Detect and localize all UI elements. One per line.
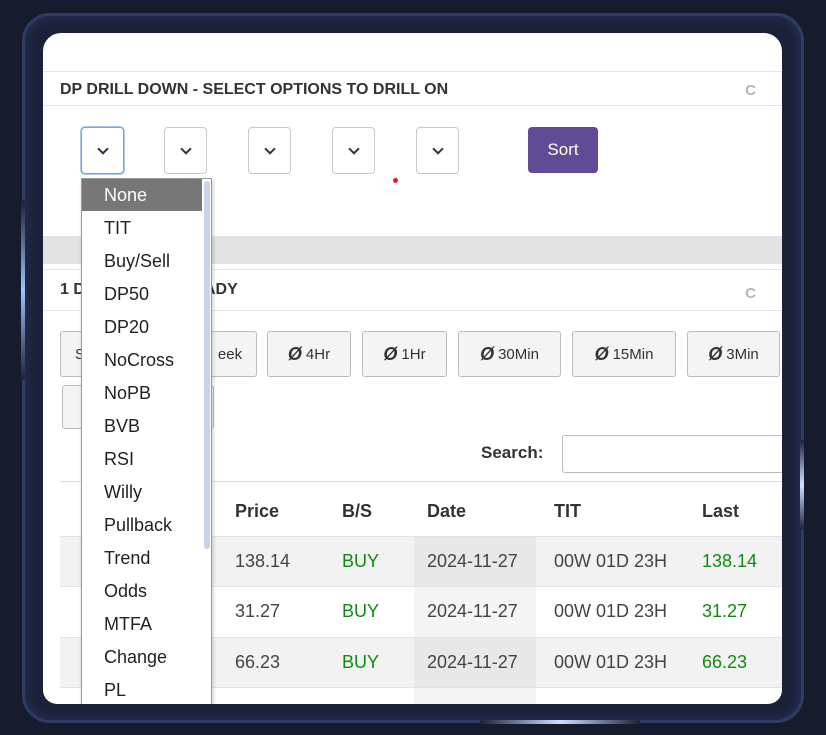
refresh-icon[interactable]: C	[745, 82, 756, 99]
column-header-bs[interactable]: B/S	[342, 501, 373, 521]
dropdown-option-pl[interactable]: PL	[104, 680, 127, 700]
dropdown-option-none[interactable]: None	[82, 179, 202, 211]
dropdown-scrollbar[interactable]	[204, 181, 210, 549]
chevron-down-icon	[179, 142, 192, 155]
dropdown-option-change[interactable]: Change	[104, 647, 168, 667]
date-column-shade	[414, 688, 536, 704]
price-cell: 31.27	[235, 601, 281, 621]
timeframe-label: eek	[217, 345, 243, 363]
table-top-border	[60, 481, 782, 482]
tit-cell: 00W 01D 23H	[554, 652, 668, 672]
dropdown-option-bvb[interactable]: BVB	[104, 416, 141, 436]
dropdown-option-odds[interactable]: Odds	[104, 581, 148, 601]
column-header-last[interactable]: Last	[702, 501, 740, 521]
search-label: Search:	[481, 443, 544, 462]
timeframe-label: 30Min	[498, 345, 539, 363]
dropdown-option-rsi[interactable]: RSI	[104, 449, 135, 469]
timeframe-label: 15Min	[612, 345, 654, 363]
price-cell: 138.14	[235, 551, 291, 571]
drill-select-4[interactable]	[332, 127, 375, 174]
bs-cell: BUY	[342, 652, 380, 672]
bs-cell: BUY	[342, 551, 380, 571]
column-header-price[interactable]: Price	[235, 501, 280, 521]
date-column-shade	[414, 537, 536, 587]
chevron-down-icon	[347, 142, 360, 155]
drill-select-2[interactable]	[164, 127, 207, 174]
indicator-dot	[393, 178, 398, 183]
table-row[interactable]	[60, 687, 782, 704]
empty-set-icon: Ø	[594, 343, 609, 364]
timeframe-label: 4Hr	[305, 345, 331, 363]
empty-set-icon: Ø	[480, 343, 495, 364]
drill-options-dropdown[interactable]: None TIT Buy/Sell DP50 DP20 NoCross NoPB…	[81, 178, 212, 704]
sort-button[interactable]: Sort	[528, 127, 598, 173]
chevron-down-icon	[96, 142, 109, 155]
frame-glow-right	[800, 440, 804, 530]
timeframe-button-3min[interactable]: Ø 3Min	[687, 331, 780, 377]
date-cell: 2024-11-27	[427, 652, 518, 672]
date-column-shade	[414, 587, 536, 637]
drill-down-title: DP DRILL DOWN - SELECT OPTIONS TO DRILL …	[60, 81, 449, 98]
drill-select-1[interactable]	[81, 127, 124, 174]
refresh-icon[interactable]: C	[745, 285, 756, 302]
frame-glow-left	[21, 200, 25, 380]
date-column-shade	[414, 638, 536, 688]
empty-set-icon: Ø	[708, 343, 723, 364]
dropdown-option-dp20[interactable]: DP20	[104, 317, 150, 337]
search-input[interactable]	[562, 435, 782, 473]
last-cell: 31.27	[702, 601, 748, 621]
drill-select-5[interactable]	[416, 127, 459, 174]
dropdown-option-willy[interactable]: Willy	[104, 482, 142, 502]
tit-cell: 00W 01D 23H	[554, 601, 668, 621]
chevron-down-icon	[263, 142, 276, 155]
drill-select-3[interactable]	[248, 127, 291, 174]
chevron-down-icon	[431, 142, 444, 155]
dropdown-option-tit[interactable]: TIT	[104, 218, 131, 238]
empty-set-icon: Ø	[287, 343, 302, 364]
frame-glow-bottom	[480, 720, 640, 724]
dropdown-option-dp50[interactable]: DP50	[104, 284, 150, 304]
data-panel-header: 1 D ADY C	[43, 269, 782, 311]
dropdown-option-nopb[interactable]: NoPB	[104, 383, 152, 403]
empty-set-icon: Ø	[383, 343, 398, 364]
timeframe-button-1hr[interactable]: Ø 1Hr	[362, 331, 447, 377]
dropdown-option-buy-sell[interactable]: Buy/Sell	[104, 251, 171, 271]
date-cell: 2024-11-27	[427, 551, 518, 571]
timeframe-label: S	[75, 345, 86, 363]
dropdown-option-trend[interactable]: Trend	[104, 548, 151, 568]
timeframe-label: 3Min	[726, 345, 759, 363]
drill-down-header: DP DRILL DOWN - SELECT OPTIONS TO DRILL …	[43, 71, 782, 106]
timeframe-label: 1Hr	[401, 345, 426, 363]
timeframe-button-4hr[interactable]: Ø 4Hr	[267, 331, 351, 377]
timeframe-button-15min[interactable]: Ø 15Min	[572, 331, 676, 377]
data-panel-title-start: 1 D	[60, 281, 85, 298]
table-row[interactable]: 31.27 BUY 2024-11-27 00W 01D 23H 31.27	[60, 586, 782, 637]
dropdown-option-pullback[interactable]: Pullback	[104, 515, 173, 535]
last-cell: 66.23	[702, 652, 748, 672]
column-header-tit[interactable]: TIT	[554, 501, 581, 521]
content-panel: DP DRILL DOWN - SELECT OPTIONS TO DRILL …	[43, 33, 782, 704]
bs-cell: BUY	[342, 601, 380, 621]
column-header-date[interactable]: Date	[427, 501, 467, 521]
tit-cell: 00W 01D 23H	[554, 551, 668, 571]
dropdown-option-mtfa[interactable]: MTFA	[104, 614, 152, 634]
data-panel-title-end: ADY	[204, 281, 238, 298]
timeframe-button-30min[interactable]: Ø 30Min	[458, 331, 561, 377]
date-cell: 2024-11-27	[427, 601, 518, 621]
price-cell: 66.23	[235, 652, 281, 672]
last-cell: 138.14	[702, 551, 758, 571]
dropdown-option-nocross[interactable]: NoCross	[104, 350, 175, 370]
